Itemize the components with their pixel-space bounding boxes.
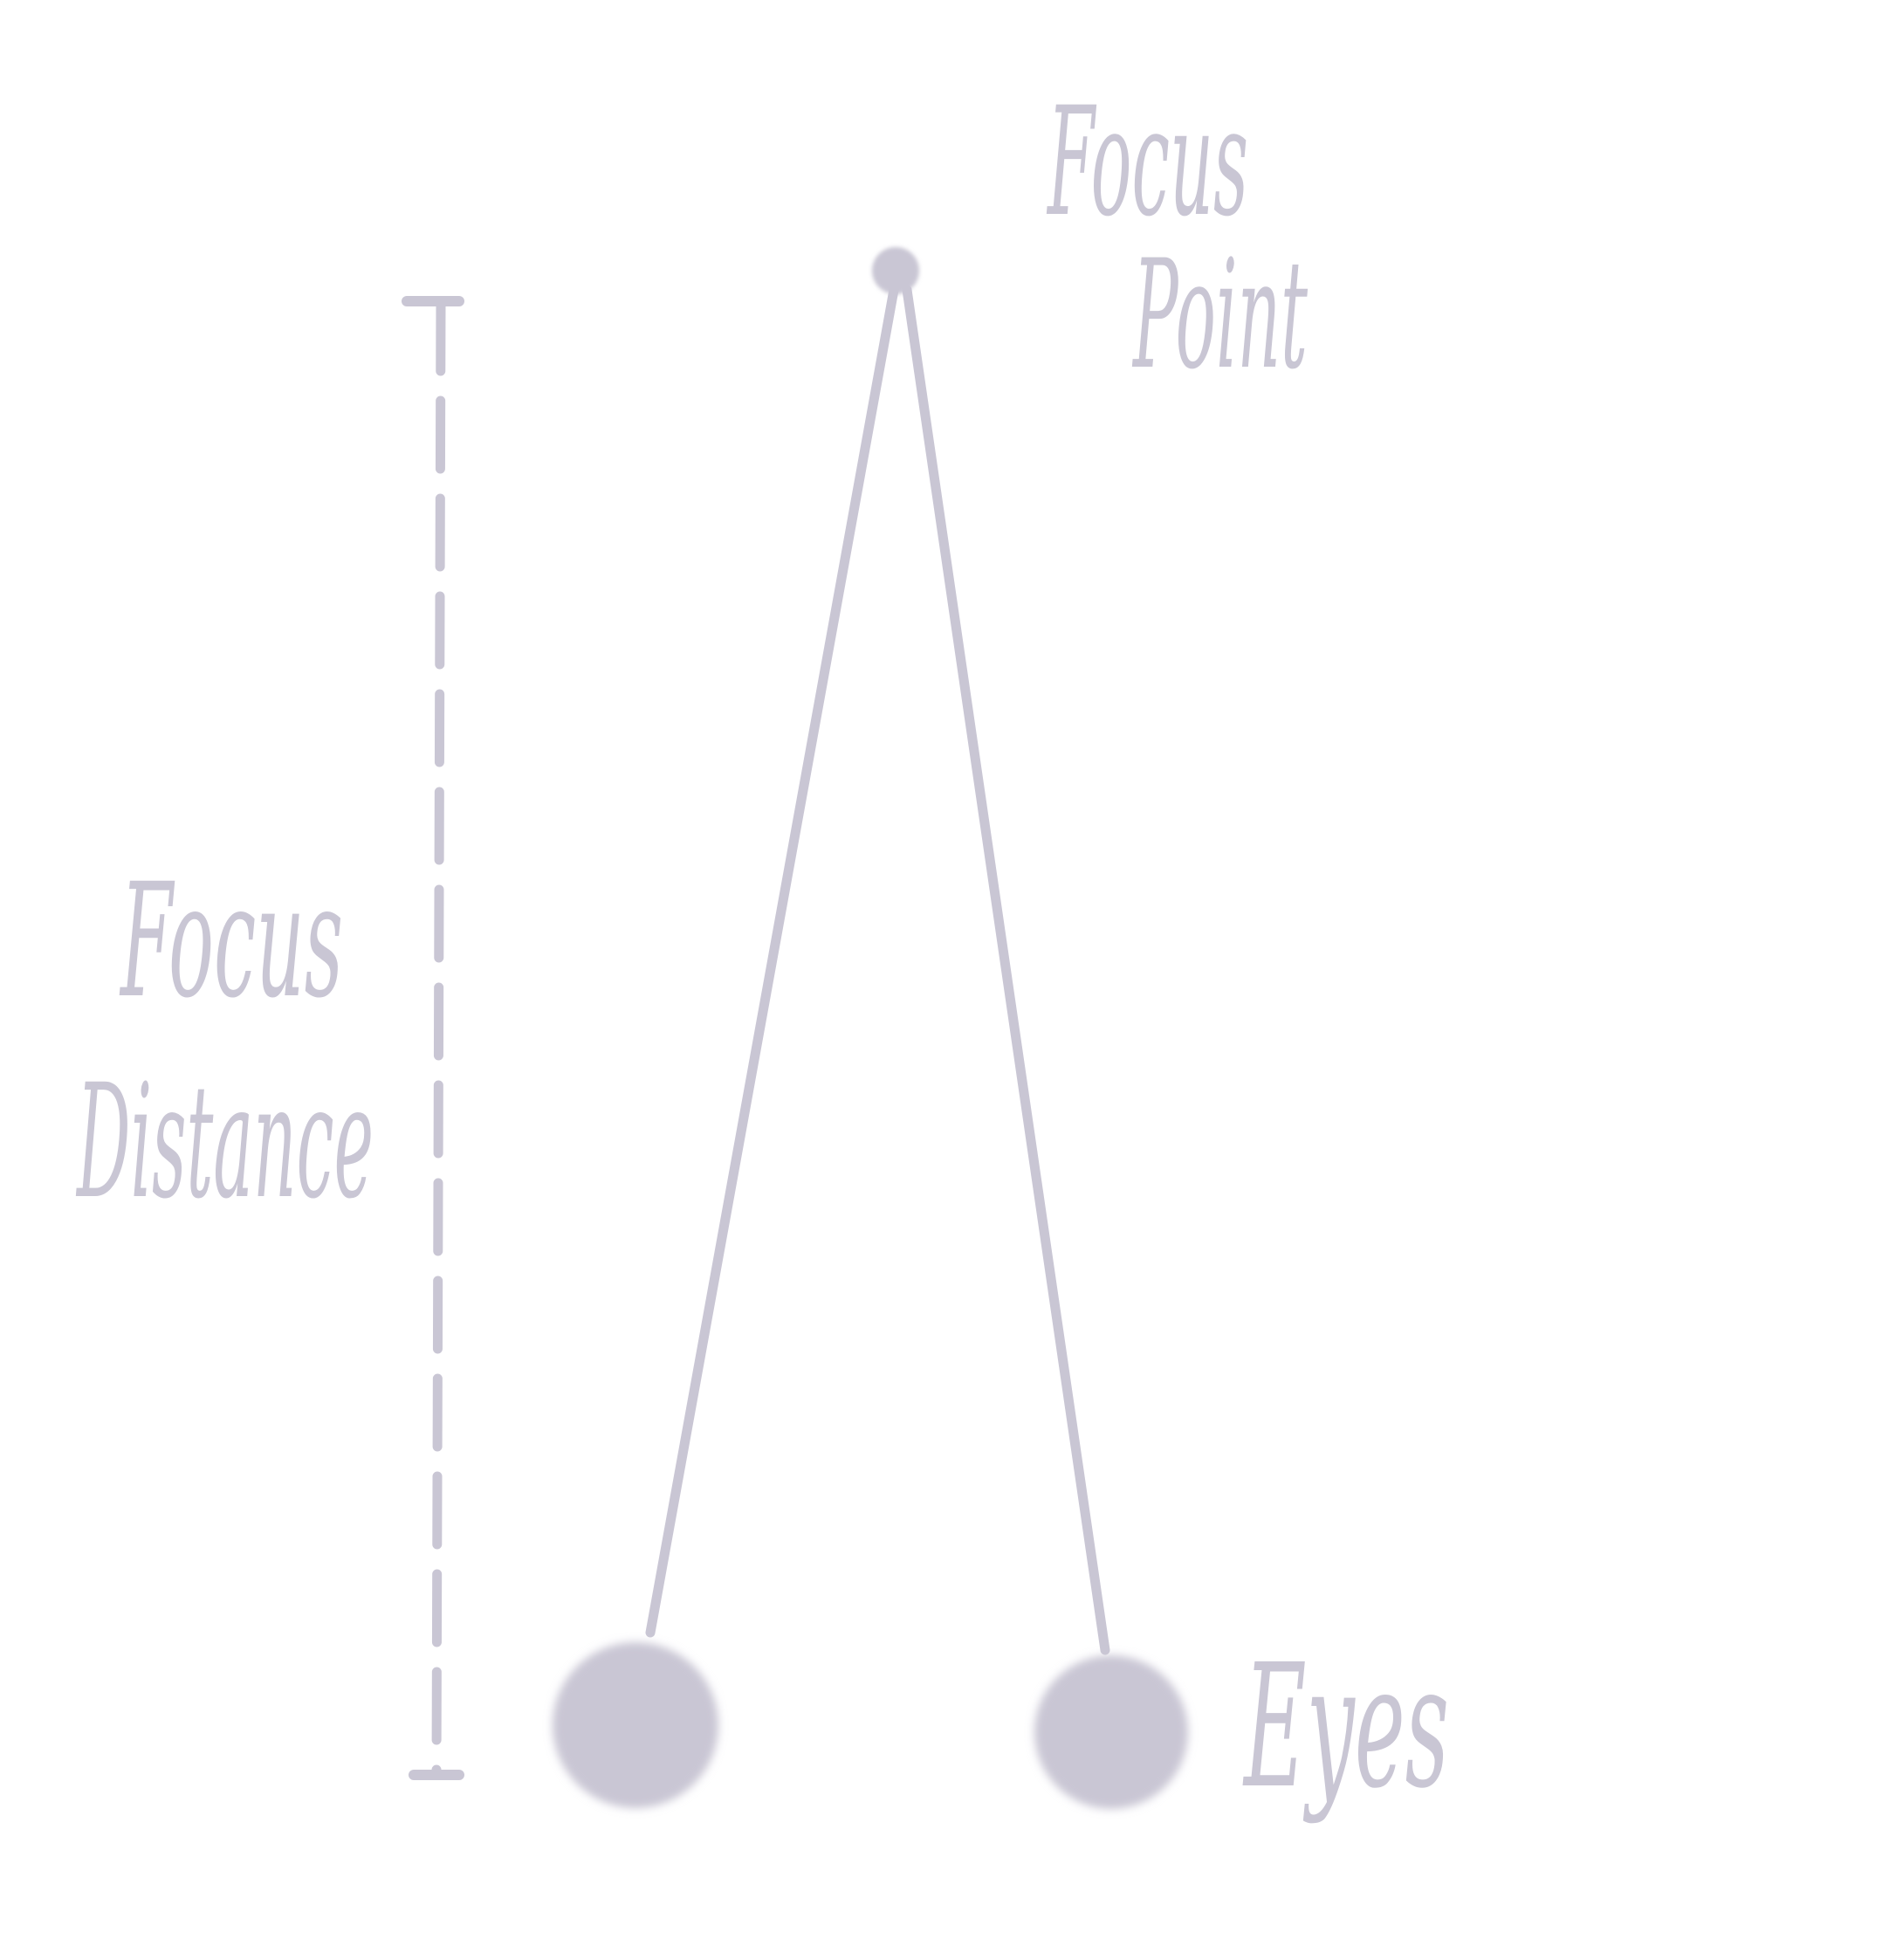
eyes-label: Eyes (1242, 1627, 1449, 1826)
dashed-distance-line (431, 298, 446, 1778)
focus-point-dot (872, 247, 919, 294)
left-sight-line (645, 285, 899, 1638)
right-sight-line (902, 285, 1110, 1655)
focus-distance-measure (402, 296, 464, 1780)
diagram-ink: Focus Point Focus Distance Eyes (76, 74, 1449, 1826)
right-eye (1034, 1655, 1188, 1809)
focus-point-label-line1: Focus (1047, 74, 1248, 250)
focus-distance-label-line1: Focus (120, 850, 343, 1033)
left-eye (553, 1642, 718, 1808)
focus-distance-label-line2: Distance (76, 1051, 374, 1234)
focus-point-label-line2: Point (1132, 227, 1309, 402)
